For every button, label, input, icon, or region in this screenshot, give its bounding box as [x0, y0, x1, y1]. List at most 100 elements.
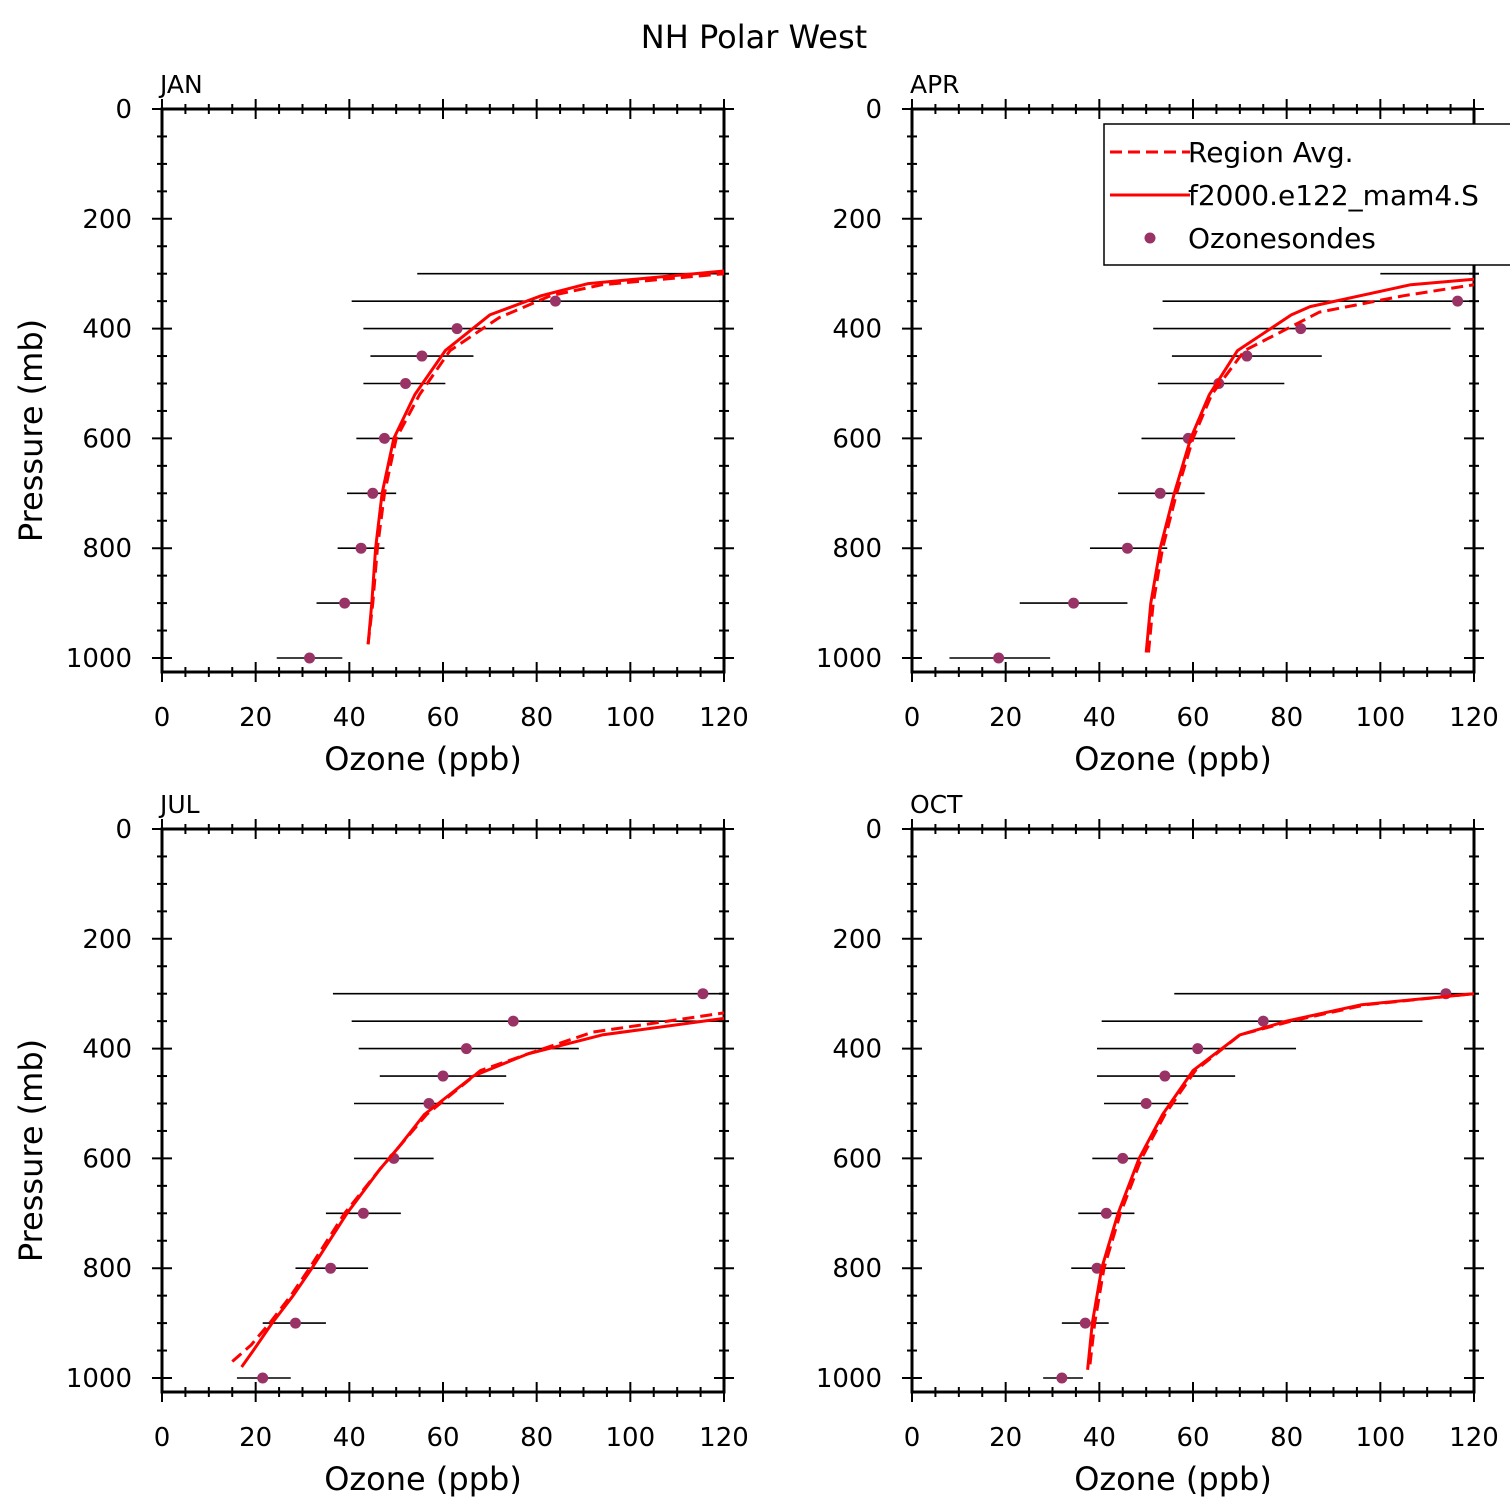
panel-apr: APR 0 20 40 60 80 100 120 0 200 400 600 800 1000 Ozone… [816, 70, 1499, 778]
y-tick-label: 600 [832, 1144, 882, 1174]
x-tick-label: 0 [154, 1423, 171, 1453]
y-tick-label: 0 [865, 815, 882, 845]
x-tick-label: 20 [989, 1423, 1022, 1453]
x-tick-label: 60 [426, 1423, 459, 1453]
x-tick-label: 100 [1356, 1423, 1406, 1453]
obs-point [304, 652, 316, 664]
x-tick-label: 40 [333, 1423, 366, 1453]
y-tick-label: 0 [115, 815, 132, 845]
y-tick-label: 1000 [66, 644, 132, 674]
obs-point [1140, 1098, 1152, 1109]
panel-oct: OCT 0 20 40 60 80 100 120 0 200 400 600 800 1000 Ozone… [816, 790, 1499, 1498]
series-model [1144, 277, 1474, 653]
series-model [240, 1016, 724, 1368]
x-tick-label: 80 [520, 1423, 553, 1453]
x-tick-label: 60 [1176, 1423, 1209, 1453]
legend: Region Avg. f2000.e122_mam4.S Ozonesondes [1103, 123, 1510, 266]
y-tick-label: 800 [832, 1254, 882, 1284]
series-region-avg [231, 1011, 724, 1363]
y-tick-label: 800 [82, 1254, 132, 1284]
y-tick-label: 800 [82, 534, 132, 564]
y-axis-label: Pressure (mb) [12, 1039, 50, 1262]
y-tick-label: 0 [865, 95, 882, 125]
obs-point [1056, 1372, 1068, 1384]
obs-point [325, 1262, 337, 1274]
obs-point [1241, 350, 1253, 362]
y-tick-label: 1000 [816, 644, 882, 674]
x-tick-label: 40 [1083, 703, 1116, 733]
obs-point [549, 295, 561, 307]
obs-point [1068, 597, 1080, 609]
y-tick-label: 800 [832, 534, 882, 564]
panel-label: APR [910, 70, 960, 99]
x-tick-label: 60 [426, 703, 459, 733]
obs-point [289, 1317, 301, 1329]
obs-point [416, 350, 428, 362]
y-tick-label: 400 [82, 315, 132, 345]
x-axis-label: Ozone (ppb) [324, 1460, 522, 1498]
x-tick-label: 100 [606, 1423, 656, 1453]
x-tick-label: 20 [239, 703, 272, 733]
x-tick-label: 120 [1449, 703, 1499, 733]
x-tick-label: 80 [1270, 1423, 1303, 1453]
x-tick-label: 20 [239, 1423, 272, 1453]
x-tick-label: 120 [1449, 1423, 1499, 1453]
plot-area [1043, 988, 1474, 1384]
y-tick-label: 400 [832, 1035, 882, 1065]
y-tick-label: 200 [832, 205, 882, 235]
obs-point [993, 652, 1005, 664]
y-axis-label: Pressure (mb) [12, 319, 50, 542]
x-tick-label: 100 [606, 703, 656, 733]
obs-point [1121, 542, 1133, 554]
y-tick-label: 200 [82, 205, 132, 235]
obs-point [400, 378, 412, 389]
obs-point [367, 487, 379, 499]
x-tick-label: 20 [989, 703, 1022, 733]
obs-point [257, 1372, 269, 1384]
y-tick-label: 400 [82, 1035, 132, 1065]
obs-point [1154, 487, 1166, 499]
plot-frame [910, 827, 1476, 1394]
x-axis-label: Ozone (ppb) [324, 740, 522, 778]
panel-label: JAN [158, 70, 203, 99]
x-axis-label: Ozone (ppb) [1074, 1460, 1272, 1498]
y-tick-label: 600 [82, 424, 132, 454]
legend-label: f2000.e122_mam4.S [1188, 179, 1479, 212]
y-tick-label: 600 [832, 424, 882, 454]
x-tick-label: 0 [904, 703, 921, 733]
obs-point [1257, 1015, 1269, 1027]
series-region-avg [1147, 283, 1474, 653]
obs-point [1079, 1317, 1091, 1329]
obs-point [378, 432, 390, 444]
y-tick-label: 200 [832, 925, 882, 955]
plot-frame [160, 827, 726, 1394]
x-tick-label: 0 [904, 1423, 921, 1453]
obs-point [355, 542, 367, 554]
x-tick-label: 40 [1083, 1423, 1116, 1453]
y-tick-label: 200 [82, 925, 132, 955]
panel-jan: JAN 0 20 40 60 80 100 120 0 200 400 600 800 1000 Ozone… [12, 70, 749, 778]
panel-jul: JUL 0 20 40 60 80 100 120 0 200 400 600 800 1000 Ozone… [12, 790, 749, 1498]
figure-title: NH Polar West [641, 18, 867, 56]
y-tick-label: 1000 [66, 1364, 132, 1394]
obs-point [1295, 323, 1307, 335]
y-tick-label: 0 [115, 95, 132, 125]
series-region-avg [366, 272, 724, 645]
x-axis-label: Ozone (ppb) [1074, 740, 1272, 778]
obs-point [1117, 1152, 1129, 1164]
x-tick-label: 120 [699, 703, 749, 733]
obs-point [460, 1043, 472, 1055]
obs-point [1100, 1207, 1112, 1219]
plot-area [276, 269, 724, 664]
obs-point [357, 1207, 369, 1219]
plot-frame [160, 107, 726, 674]
x-tick-label: 120 [699, 1423, 749, 1453]
legend-label: Region Avg. [1188, 136, 1354, 169]
obs-point [1452, 295, 1464, 307]
panel-label: JUL [158, 790, 200, 819]
plot-area [949, 272, 1474, 664]
x-tick-label: 80 [1270, 703, 1303, 733]
panel-label: OCT [910, 790, 963, 819]
legend-label: Ozonesondes [1188, 222, 1376, 255]
